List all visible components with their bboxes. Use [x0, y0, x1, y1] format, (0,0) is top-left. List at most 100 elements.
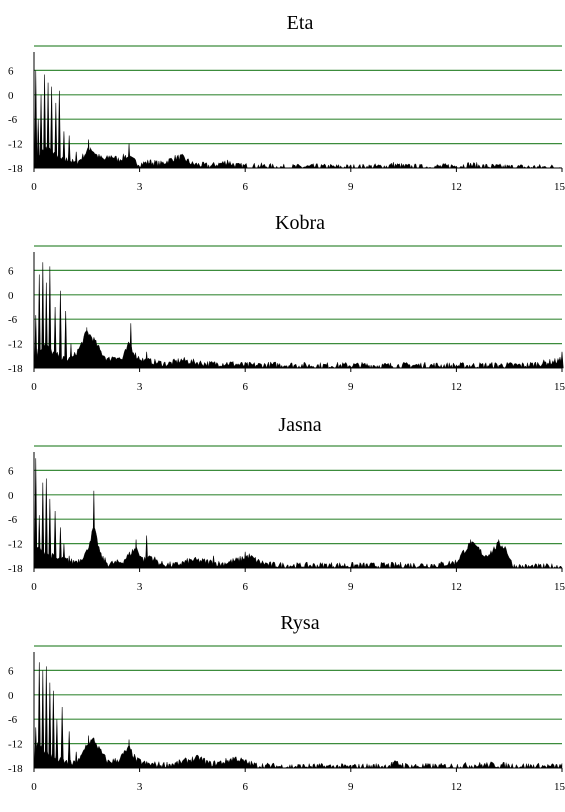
spectrum-peak — [34, 315, 38, 369]
y-tick-label: -6 — [8, 514, 18, 526]
y-tick-label: -18 — [8, 163, 23, 175]
spectrum-peak — [67, 135, 71, 169]
x-tick-label: 12 — [451, 781, 462, 793]
spectrum-peak — [67, 731, 71, 769]
plot-area: 6 0 -6 -12 -18 0 3 6 9 12 15 — [8, 445, 565, 593]
spectrum-peak — [37, 274, 41, 369]
spectrum-peak — [34, 458, 38, 569]
x-tick-label: 15 — [554, 781, 565, 793]
chart-title: Rysa — [280, 612, 320, 634]
spectrum-peak — [226, 159, 230, 169]
x-tick-label: 6 — [242, 381, 248, 393]
chart-title: Kobra — [275, 212, 325, 234]
y-tick-label: -18 — [8, 363, 23, 375]
spectrum-peak — [39, 94, 43, 169]
spectrum-peak — [145, 535, 149, 569]
spectrum-peak — [43, 74, 47, 169]
x-tick-label: 9 — [348, 381, 354, 393]
x-tick-label: 9 — [348, 181, 354, 193]
spectrum-peak — [62, 131, 66, 169]
x-tick-label: 9 — [348, 581, 354, 593]
plot-area: 6 0 -6 -12 -18 0 3 6 9 12 15 — [8, 245, 565, 393]
y-tick-label: 0 — [8, 90, 14, 102]
spectrum-peak — [51, 690, 55, 769]
spectrum-peak — [48, 266, 52, 369]
spectrum-peak — [57, 90, 61, 169]
spectrum-peak — [243, 551, 247, 569]
spectrum-area — [33, 737, 563, 769]
x-tick-label: 12 — [451, 181, 462, 193]
x-tick-label: 3 — [137, 781, 143, 793]
x-tick-label: 6 — [242, 581, 248, 593]
x-tick-label: 6 — [242, 181, 248, 193]
spectrum-peak — [92, 490, 96, 569]
spectrum-peak — [62, 543, 66, 569]
x-tick-label: 0 — [31, 581, 37, 593]
x-tick-label: 3 — [137, 381, 143, 393]
spectrum-peak — [60, 706, 64, 769]
spectrum-peak — [41, 482, 45, 569]
y-tick-label: 0 — [8, 290, 14, 302]
spectrum-peak — [58, 527, 62, 569]
x-tick-label: 12 — [451, 381, 462, 393]
spectrum-peak — [44, 666, 48, 769]
spectrum-peak — [145, 351, 149, 369]
spectrum-peak — [37, 515, 41, 569]
y-tick-label: 6 — [8, 465, 14, 477]
y-tick-label: 6 — [8, 265, 14, 277]
spectrum-peak — [69, 343, 73, 369]
y-tick-label: -18 — [8, 563, 23, 575]
x-tick-label: 3 — [137, 181, 143, 193]
spectrum-peak — [468, 162, 473, 169]
spectrum-peak — [87, 735, 91, 769]
x-tick-label: 9 — [348, 781, 354, 793]
y-tick-label: -12 — [8, 339, 23, 351]
y-tick-label: -6 — [8, 714, 18, 726]
spectrum-peak — [48, 498, 52, 569]
spectrum-peak — [74, 751, 78, 769]
y-tick-label: 6 — [8, 665, 14, 677]
spectrum-peak — [34, 70, 38, 169]
x-tick-label: 15 — [554, 581, 565, 593]
spectrum-peak — [50, 86, 54, 169]
spectrum-peak — [74, 151, 78, 169]
spectrum-peak — [54, 102, 58, 169]
chart-title: Eta — [286, 12, 314, 34]
spectrum-peak — [36, 119, 40, 169]
spectrum-peak — [560, 351, 564, 369]
chart-title: Jasna — [278, 414, 322, 436]
plot-area: 6 0 -6 -12 -18 0 3 6 9 12 15 — [8, 45, 565, 193]
x-tick-label: 15 — [554, 381, 565, 393]
x-tick-label: 15 — [554, 181, 565, 193]
y-tick-label: 6 — [8, 65, 14, 77]
spectrum-peak — [48, 682, 52, 769]
y-tick-label: -12 — [8, 139, 23, 151]
y-tick-label: -6 — [8, 314, 18, 326]
spectrum-peak — [129, 323, 133, 369]
spectrum-peak — [46, 82, 50, 169]
spectrum-peak — [53, 306, 57, 369]
spectrum-peak — [44, 478, 48, 569]
spectrum-area — [33, 146, 563, 169]
x-tick-label: 0 — [31, 381, 37, 393]
spectrum-peak — [58, 290, 62, 369]
x-tick-label: 0 — [31, 781, 37, 793]
y-tick-label: -6 — [8, 114, 18, 126]
spectrum-peak — [67, 555, 71, 569]
spectrum-peak — [37, 662, 41, 769]
spectrum-area — [33, 329, 563, 369]
spectrum-peak — [34, 727, 38, 769]
spectrum-peak — [127, 143, 131, 169]
plot-area: 6 0 -6 -12 -18 0 3 6 9 12 15 — [8, 645, 565, 793]
spectrum-peak — [41, 262, 45, 369]
y-tick-label: -12 — [8, 539, 23, 551]
spectrum-peak — [41, 670, 45, 769]
spectrum-peak — [55, 719, 59, 769]
y-tick-label: 0 — [8, 690, 14, 702]
spectrum-area — [33, 526, 563, 569]
x-tick-label: 12 — [451, 581, 462, 593]
y-tick-label: -12 — [8, 739, 23, 751]
x-tick-label: 3 — [137, 581, 143, 593]
y-tick-label: -18 — [8, 763, 23, 775]
x-tick-label: 6 — [242, 781, 248, 793]
